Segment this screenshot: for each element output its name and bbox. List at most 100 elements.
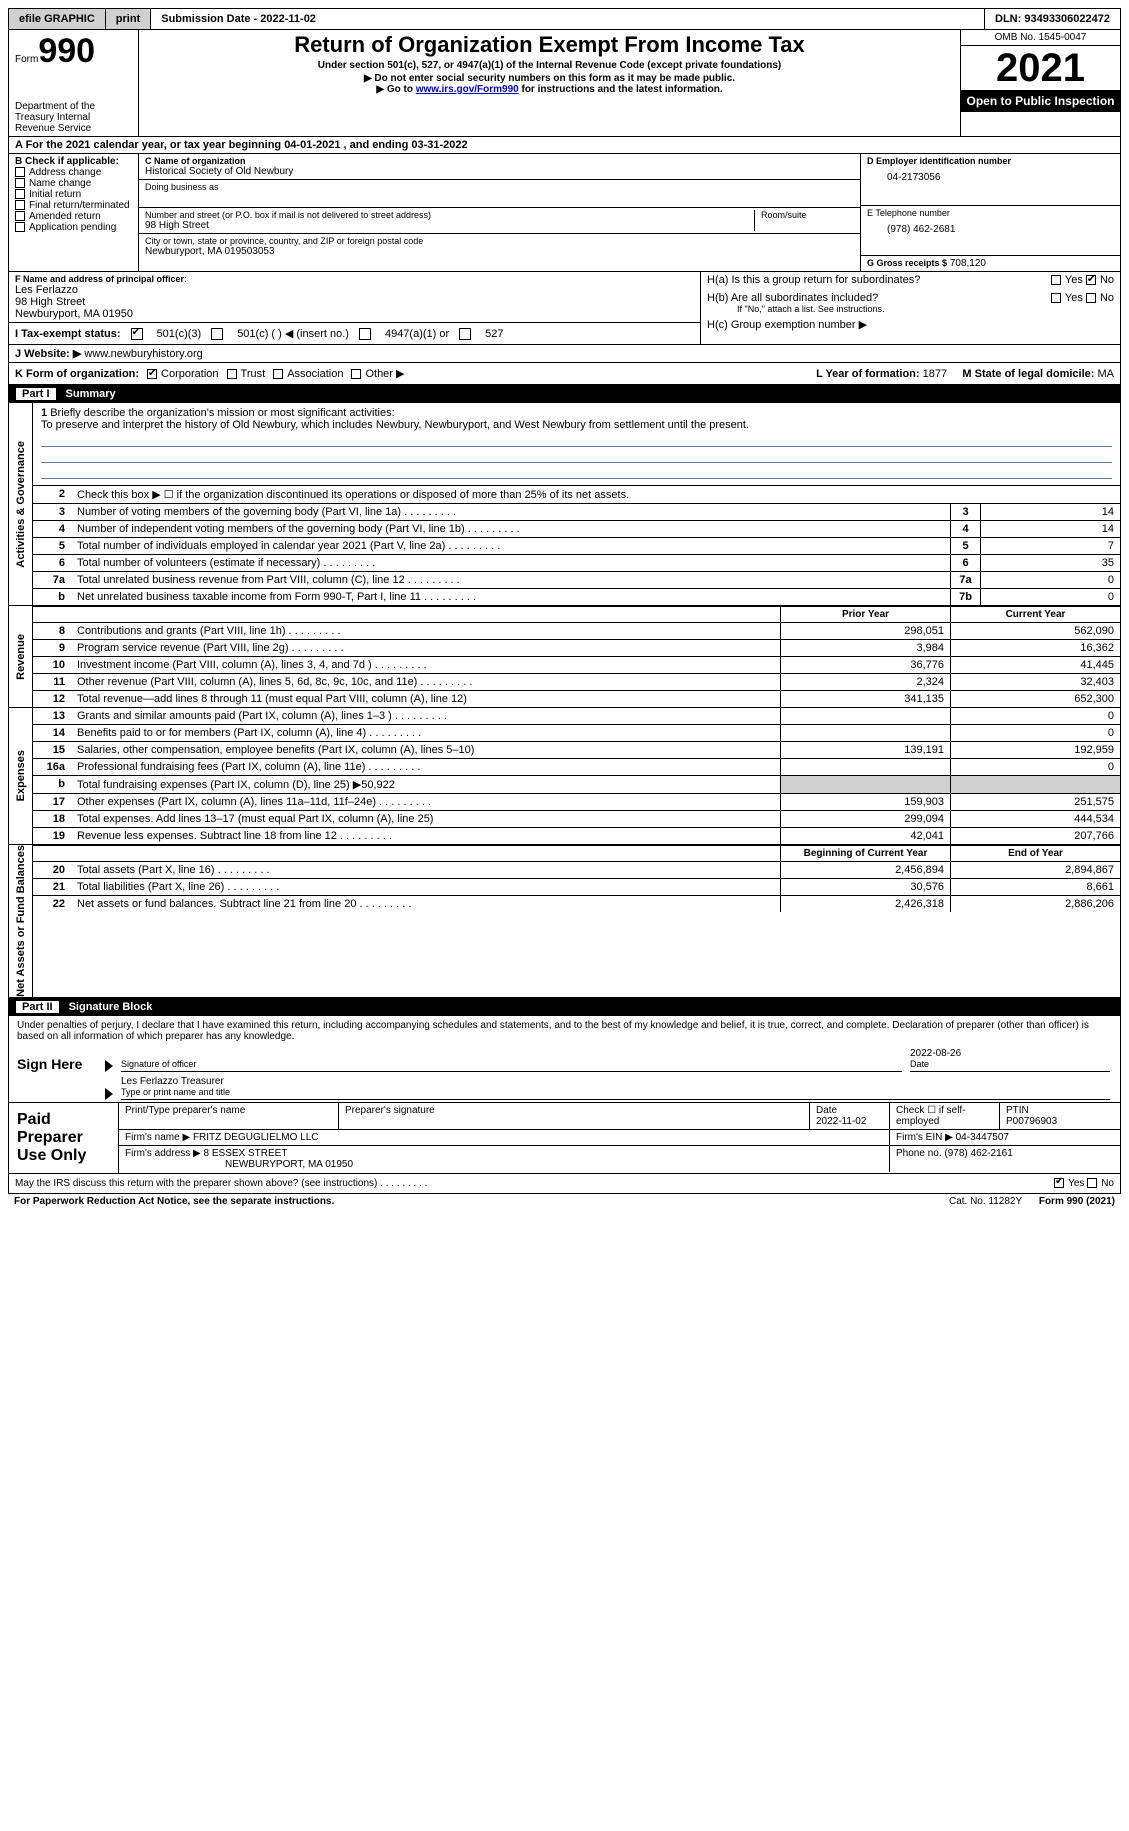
efile-graphic-button[interactable]: efile GRAPHIC [9, 9, 106, 29]
ha-yes[interactable] [1051, 275, 1061, 285]
city-label: City or town, state or province, country… [145, 236, 854, 246]
triangle-icon [105, 1088, 113, 1100]
activities-governance-section: Activities & Governance 1 Briefly descri… [8, 403, 1121, 606]
signature-officer[interactable]: Signature of officer [121, 1048, 902, 1072]
line-14: Benefits paid to or for members (Part IX… [73, 725, 780, 741]
line-16a: Professional fundraising fees (Part IX, … [73, 759, 780, 775]
section-b-label: B Check if applicable: [15, 156, 132, 167]
checkbox-app-pending[interactable] [15, 222, 25, 232]
mission-label: Briefly describe the organization's miss… [50, 407, 394, 419]
irs-discuss-row: May the IRS discuss this return with the… [8, 1174, 1121, 1194]
website-value: www.newburyhistory.org [84, 348, 202, 360]
gross-receipts-label: G Gross receipts $ [867, 258, 947, 268]
line-20: Total assets (Part X, line 16) [73, 862, 780, 878]
discuss-no[interactable] [1087, 1178, 1097, 1188]
val-5: 7 [980, 538, 1120, 554]
hc-label: H(c) Group exemption number ▶ [707, 318, 1114, 331]
signature-date: 2022-08-26Date [910, 1048, 1110, 1072]
form-number: Form990 [15, 32, 132, 71]
room-label: Room/suite [761, 210, 854, 220]
val-17c: 251,575 [950, 794, 1120, 810]
checkbox-name-change[interactable] [15, 178, 25, 188]
line-18: Total expenses. Add lines 13–17 (must eq… [73, 811, 780, 827]
line-3: Number of voting members of the governin… [73, 504, 950, 520]
ein-value: 04-2173056 [867, 166, 1114, 183]
vtab-revenue: Revenue [15, 634, 27, 680]
tax-exempt-label: I Tax-exempt status: [15, 328, 121, 340]
paperwork-footer: For Paperwork Reduction Act Notice, see … [8, 1194, 1121, 1209]
print-button[interactable]: print [106, 9, 151, 29]
val-11c: 32,403 [950, 674, 1120, 690]
colhdr-current: Current Year [950, 607, 1120, 622]
colhdr-prior: Prior Year [780, 607, 950, 622]
colhdr-beginning: Beginning of Current Year [780, 846, 950, 861]
expenses-section: Expenses 13Grants and similar amounts pa… [8, 708, 1121, 845]
val-21c: 8,661 [950, 879, 1120, 895]
street-label: Number and street (or P.O. box if mail i… [145, 210, 754, 220]
checkbox-final-return[interactable] [15, 200, 25, 210]
tax-year: 2021 [961, 46, 1120, 90]
mission-text: To preserve and interpret the history of… [41, 419, 749, 431]
irs-link[interactable]: www.irs.gov/Form990 [416, 84, 519, 95]
val-3: 14 [980, 504, 1120, 520]
form-subtitle-3: ▶ Go to www.irs.gov/Form990 for instruct… [147, 84, 952, 95]
calendar-year-line: A For the 2021 calendar year, or tax yea… [9, 137, 474, 153]
form-subtitle-1: Under section 501(c), 527, or 4947(a)(1)… [147, 60, 952, 71]
val-8c: 562,090 [950, 623, 1120, 639]
officer-addr: 98 High Street [15, 296, 694, 308]
form-org-label: K Form of organization: [15, 368, 139, 380]
val-16ap [780, 759, 950, 775]
dept-treasury: Department of the Treasury Internal Reve… [15, 101, 132, 134]
sign-here-label: Sign Here [9, 1046, 99, 1102]
val-16bp [780, 776, 950, 793]
val-16ac: 0 [950, 759, 1120, 775]
checkbox-501c3[interactable] [131, 328, 143, 340]
ha-no[interactable] [1086, 275, 1096, 285]
form-title: Return of Organization Exempt From Incom… [147, 32, 952, 58]
street-address: 98 High Street [145, 220, 754, 231]
line-13: Grants and similar amounts paid (Part IX… [73, 708, 780, 724]
checkbox-assoc[interactable] [273, 369, 283, 379]
vtab-net-assets: Net Assets or Fund Balances [15, 845, 27, 997]
ein-label: D Employer identification number [867, 156, 1114, 166]
val-20c: 2,894,867 [950, 862, 1120, 878]
part-i-header: Part ISummary [8, 385, 1121, 403]
checkbox-trust[interactable] [227, 369, 237, 379]
phone-label: E Telephone number [867, 208, 1114, 218]
colhdr-end: End of Year [950, 846, 1120, 861]
checkbox-501c[interactable] [211, 328, 223, 340]
firm-phone: Phone no. (978) 462-2161 [890, 1146, 1120, 1172]
preparer-sig-label: Preparer's signature [339, 1103, 810, 1129]
submission-date: Submission Date - 2022-11-02 [151, 9, 984, 29]
checkbox-corp[interactable] [147, 369, 157, 379]
val-9p: 3,984 [780, 640, 950, 656]
val-20p: 2,456,894 [780, 862, 950, 878]
line-22: Net assets or fund balances. Subtract li… [73, 896, 780, 912]
firm-address: Firm's address ▶ 8 ESSEX STREETNEWBURYPO… [119, 1146, 890, 1172]
checkbox-4947[interactable] [359, 328, 371, 340]
year-formation: 1877 [923, 368, 947, 380]
signature-block: Under penalties of perjury, I declare th… [8, 1016, 1121, 1103]
line-4: Number of independent voting members of … [73, 521, 950, 537]
checkbox-initial-return[interactable] [15, 189, 25, 199]
hb-note: If "No," attach a list. See instructions… [707, 304, 1114, 314]
val-16bc [950, 776, 1120, 793]
checkbox-amended[interactable] [15, 211, 25, 221]
val-13p [780, 708, 950, 724]
identity-block: B Check if applicable: Address change Na… [8, 154, 1121, 272]
checkbox-527[interactable] [459, 328, 471, 340]
line-16b: Total fundraising expenses (Part IX, col… [73, 776, 780, 793]
discuss-yes[interactable] [1054, 1178, 1064, 1188]
checkbox-address-change[interactable] [15, 167, 25, 177]
line-2: Check this box ▶ ☐ if the organization d… [73, 486, 1120, 503]
val-7b: 0 [980, 589, 1120, 605]
val-14p [780, 725, 950, 741]
line-17: Other expenses (Part IX, column (A), lin… [73, 794, 780, 810]
val-4: 14 [980, 521, 1120, 537]
hb-no[interactable] [1086, 293, 1096, 303]
checkbox-other[interactable] [351, 369, 361, 379]
hb-yes[interactable] [1051, 293, 1061, 303]
preparer-ptin: PTINP00796903 [1000, 1103, 1120, 1129]
omb-number: OMB No. 1545-0047 [961, 30, 1120, 46]
phone-value: (978) 462-2681 [867, 218, 1114, 235]
